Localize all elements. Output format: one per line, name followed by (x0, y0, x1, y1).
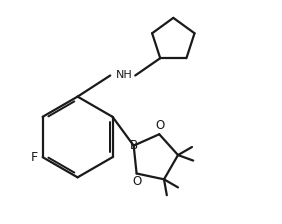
Text: B: B (130, 139, 138, 152)
Text: NH: NH (116, 71, 133, 80)
Text: O: O (155, 119, 165, 132)
Text: F: F (31, 151, 38, 164)
Text: O: O (133, 175, 142, 188)
